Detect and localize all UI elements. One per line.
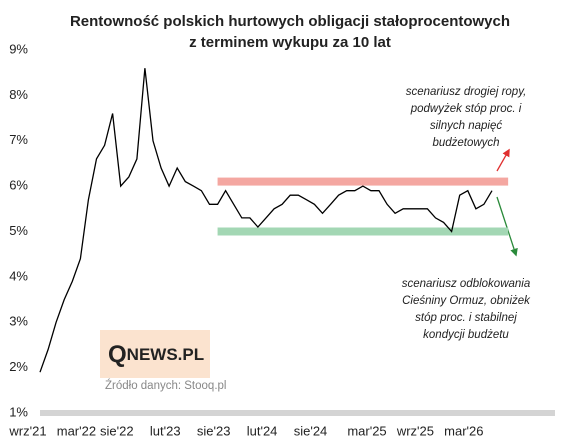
x-tick-label: lut'23 — [150, 423, 181, 438]
band — [217, 177, 509, 186]
x-tick-label: mar'25 — [347, 423, 386, 438]
annotation: scenariusz drogiej ropy, — [406, 86, 527, 98]
down-arrow — [496, 196, 518, 257]
x-axis — [40, 410, 555, 416]
chart-title: Rentowność polskich hurtowych obligacji … — [70, 13, 510, 30]
up-arrow — [496, 148, 510, 172]
y-tick-label: 9% — [9, 41, 28, 56]
x-tick-label: sie'23 — [197, 423, 231, 438]
y-tick-label: 7% — [9, 132, 28, 147]
source: Źródło danych: Stooq.pl — [105, 379, 226, 392]
annotation: podwyżek stóp proc. i — [410, 103, 522, 115]
x-tick-label: lut'24 — [247, 423, 278, 438]
annotation: budżetowych — [432, 137, 499, 149]
logo: QNEWS.PL — [108, 341, 204, 368]
logo-initial: Q — [108, 341, 127, 368]
annotation: kondycji budżetu — [423, 329, 509, 341]
annotation: silnych napięć — [430, 120, 502, 132]
y-tick-label: 3% — [9, 314, 28, 329]
y-tick-label: 1% — [9, 404, 28, 419]
x-tick-label: sie'22 — [100, 423, 134, 438]
x-tick-label: mar'22 — [57, 423, 96, 438]
y-tick-label: 2% — [9, 359, 28, 374]
chart-subtitle: z terminem wykupu za 10 lat — [189, 34, 391, 51]
annotation: stóp proc. i stabilnej — [415, 312, 517, 324]
annotation: Cieśniny Ormuz, obniżek — [402, 295, 531, 307]
y-tick-label: 5% — [9, 223, 28, 238]
band — [217, 227, 509, 236]
x-tick-label: wrz'25 — [396, 423, 434, 438]
x-tick-label: wrz'21 — [8, 423, 46, 438]
x-tick-label: sie'24 — [294, 423, 328, 438]
logo-box — [100, 330, 210, 378]
y-tick-label: 4% — [9, 268, 28, 283]
y-tick-label: 6% — [9, 178, 28, 193]
x-tick-label: mar'26 — [444, 423, 483, 438]
annotation: scenariusz odblokowania — [402, 278, 531, 290]
y-tick-label: 8% — [9, 87, 28, 102]
logo-rest: NEWS.PL — [127, 345, 204, 364]
line — [39, 68, 493, 373]
